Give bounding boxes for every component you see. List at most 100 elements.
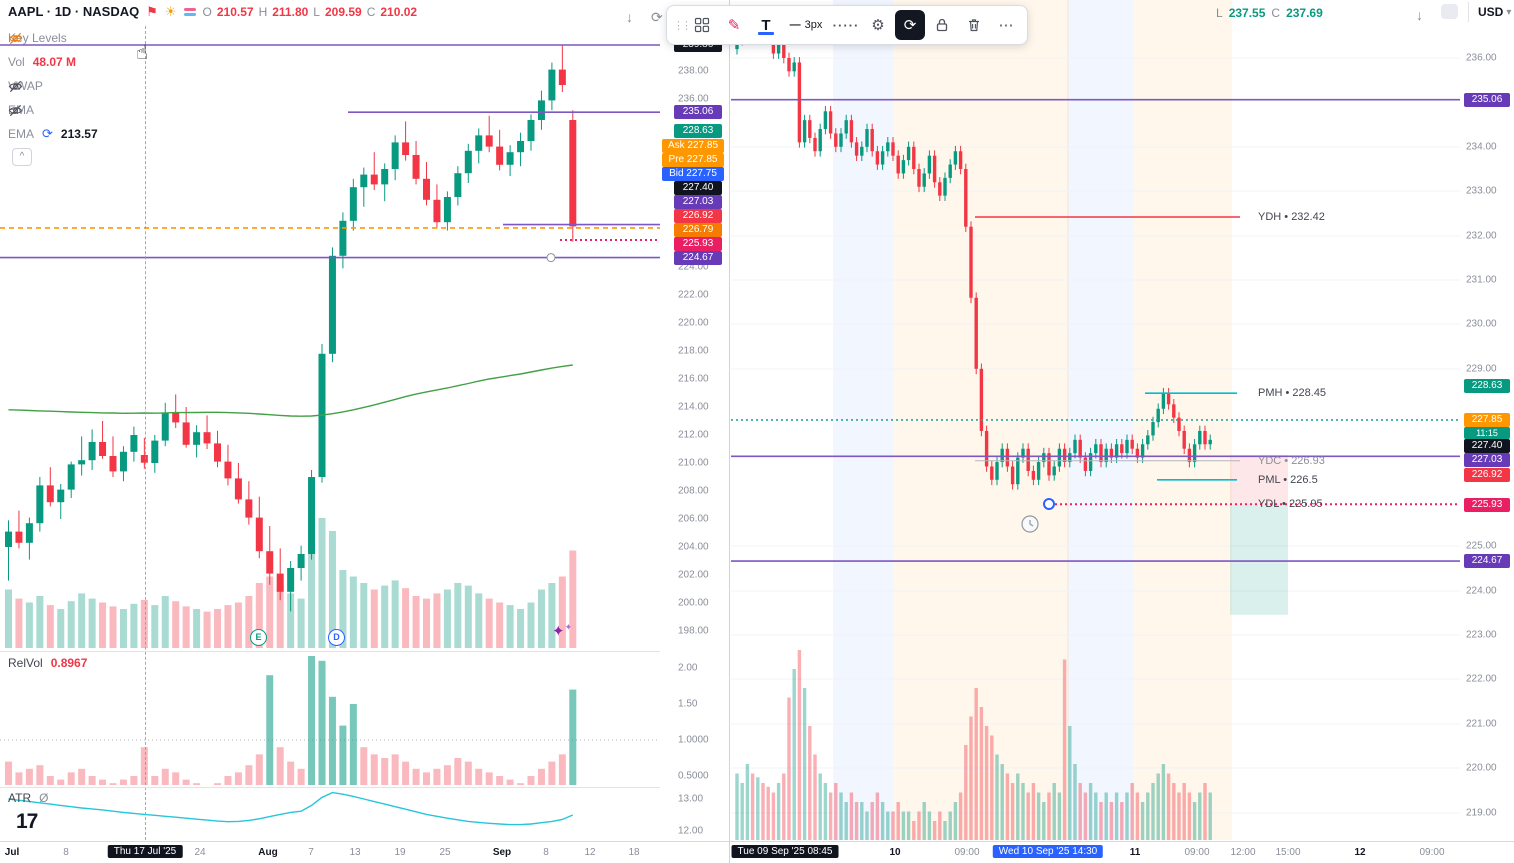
more-options-icon[interactable]: ⋯ [991,10,1021,40]
price-tick: 0.5000 [678,770,709,782]
legend-row-ema1[interactable]: EMA [8,98,98,122]
sun-icon[interactable]: ☀ [164,4,177,19]
price-badge: 225.93 [1464,498,1510,512]
earnings-marker[interactable]: E [250,629,267,646]
chevron-down-icon: ▾ [1506,6,1512,18]
hand-cursor-icon: ☝ [136,42,149,64]
price-badge: 228.63 [674,124,722,138]
text-tool-icon[interactable]: T [751,10,781,40]
price-tick: 224.00 [1466,585,1497,597]
settings-gear-icon[interactable]: ⚙ [863,10,893,40]
right-price-chart-canvas[interactable]: YDH • 232.42 PMH • 228.45 YDC • 226.93 PML … [731,0,1460,840]
atr-pane-canvas[interactable] [0,788,660,840]
price-badge: 227.40 [1464,439,1510,453]
time-label: 8 [543,847,549,858]
relvol-value: 0.8967 [50,656,88,670]
svg-text:YDC • 226.93: YDC • 226.93 [1258,455,1325,467]
price-badge: 226.92 [1464,468,1510,482]
price-tick: 225.00 [1466,540,1497,552]
price-badge: 227.85 [1464,413,1510,427]
price-badge: 235.06 [1464,93,1510,107]
legend-collapse-button[interactable]: ^ [12,148,32,166]
dividends-marker[interactable]: D [328,629,345,646]
relvol-legend[interactable]: RelVol 0.8967 [8,656,87,670]
ema-value: 213.57 [60,127,98,141]
currency-selector[interactable]: USD ▾ [1468,2,1511,22]
symbol-title[interactable]: AAPL · 1D · NASDAQ [8,4,140,19]
price-badge: 235.06 [674,105,722,119]
refresh-icon[interactable]: ⟳ [651,9,663,25]
time-label: 09:00 [1419,847,1445,858]
price-tick: 216.00 [678,373,709,385]
price-badge: 224.67 [674,251,722,265]
time-label: 24 [194,847,206,858]
line-width-button[interactable]: — 3px [783,10,829,40]
price-tick: 220.00 [1466,762,1497,774]
pane-separator[interactable] [0,787,729,788]
eye-off-icon[interactable] [8,103,23,118]
relvol-pane-canvas[interactable] [0,652,660,786]
time-label: Sep [492,847,512,858]
price-badge: 226.79 [674,223,722,237]
price-tick: 212.00 [678,429,709,441]
atr-legend[interactable]: ATR Ø [8,791,48,805]
ai-sparkle-icon[interactable]: ✦✦ [552,622,573,640]
line-style-dotted-icon[interactable]: ····· [831,10,861,40]
right-ohlc-readout: L 237.55 C 237.69 [1216,6,1323,20]
time-label: 09:00 [954,847,980,858]
price-tick: 222.00 [678,289,709,301]
price-badge: Ask 227.85 [662,139,724,153]
price-badge: 227.03 [674,195,722,209]
time-axis[interactable]: Jul 8 Thu 17 Jul '25 24 Aug 7 13 19 25 Sep 8 12 18 Tu… [0,841,1514,863]
time-label: 11 [1129,847,1141,858]
left-price-axis[interactable]: 238.00 236.00 224.00 222.00 220.00 218.00 216.… [660,0,729,840]
eye-off-icon[interactable] [8,31,23,46]
tradingview-logo[interactable]: 17 [16,810,38,833]
eye-off-icon[interactable] [8,79,23,94]
time-label: 12 [584,847,596,858]
price-tick: 233.00 [1466,185,1497,197]
compare-icon[interactable] [183,7,196,16]
pane-vertical-separator[interactable] [729,0,730,863]
price-badge: 226.92 [674,209,722,223]
price-tick: 222.00 [1466,673,1497,685]
indicator-legend: Key Levels Vol 48.07 M VWAP EMA [8,26,98,146]
price-tick: 208.00 [678,485,709,497]
price-tick: 234.00 [1466,141,1497,153]
ohlc-readout: O 210.57 H 211.80 L 209.59 C 210.02 [202,4,418,19]
legend-row-vwap[interactable]: VWAP [8,74,98,98]
price-tick: 238.00 [678,65,709,77]
flag-icon[interactable]: ⚑ [146,4,158,19]
maximize-pane-icon[interactable] [1441,4,1458,19]
price-badge: Pre 227.85 [662,153,724,167]
price-tick: 1.0000 [678,734,709,746]
legend-row-key-levels[interactable]: Key Levels [8,26,98,50]
relvol-label: RelVol [8,656,43,670]
price-tick: 214.00 [678,401,709,413]
right-price-axis[interactable]: 236.00 234.00 233.00 232.00 231.00 230.00 229.… [1460,0,1514,840]
price-badge: 225.93 [674,237,722,251]
pane-separator[interactable] [0,651,729,652]
volume-value: 48.07 M [32,55,77,69]
time-label: Jul [4,847,20,858]
reload-source-icon[interactable]: ⟳ [42,126,53,141]
arrow-down-icon[interactable]: ↓ [1416,7,1423,23]
toolbar-drag-handle[interactable]: ⋮⋮ [673,19,692,32]
pencil-draw-icon[interactable]: ✎ [719,10,749,40]
price-badge: Bid 227.75 [662,167,724,181]
svg-text:PMH • 228.45: PMH • 228.45 [1258,387,1326,399]
left-price-chart-canvas[interactable] [0,0,660,650]
svg-text:YDH • 232.42: YDH • 232.42 [1258,211,1325,223]
legend-row-ema2[interactable]: EMA ⟳ 213.57 [8,122,98,146]
time-label: 8 [63,847,69,858]
lock-icon[interactable] [927,10,957,40]
layout-grid-icon[interactable] [687,10,717,40]
history-clock-button[interactable]: ⟳ [895,10,925,40]
arrow-down-icon[interactable]: ↓ [626,9,633,25]
legend-row-volume[interactable]: Vol 48.07 M [8,50,98,74]
price-tick: 236.00 [678,93,709,105]
price-tick: 232.00 [1466,230,1497,242]
price-tick: 231.00 [1466,274,1497,286]
trash-icon[interactable] [959,10,989,40]
